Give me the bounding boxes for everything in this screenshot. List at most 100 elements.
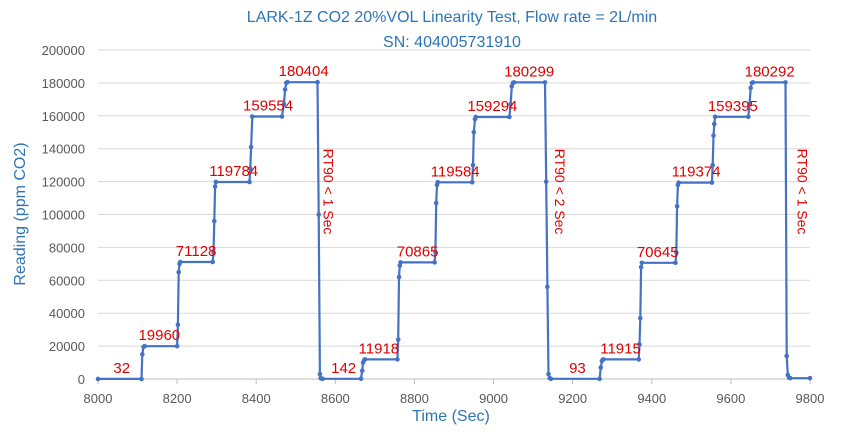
data-point (212, 184, 218, 189)
data-point (285, 79, 290, 85)
rt90-annotation: RT90 < 2 Sec (552, 149, 568, 235)
data-label: 32 (113, 360, 130, 377)
y-tick-label: 80000 (49, 240, 85, 255)
data-point (249, 114, 255, 119)
data-point (247, 179, 252, 185)
data-label: 71128 (176, 243, 217, 260)
data-point (598, 365, 604, 370)
y-axis-ticks: 0 20000 40000 60000 80000 100000 120000 140000 1… (42, 43, 85, 387)
data-point (542, 80, 548, 85)
data-point (282, 87, 288, 92)
data-point (396, 274, 402, 280)
x-tick-label: 8400 (242, 391, 271, 406)
x-tick-label: 9200 (558, 391, 587, 406)
data-label: 159294 (467, 98, 517, 115)
data-label: 11915 (600, 340, 641, 357)
data-point (395, 357, 400, 362)
y-tick-label: 20000 (49, 339, 85, 354)
data-point (469, 179, 475, 185)
chart-subtitle: SN: 404005731910 (383, 34, 521, 51)
x-tick-label: 8000 (84, 391, 113, 406)
data-point (750, 80, 756, 85)
annotations: RT90 < 1 Sec RT90 < 2 Sec RT90 < 1 Sec (320, 149, 810, 235)
data-point (784, 353, 789, 359)
x-tick-label: 8200 (163, 391, 192, 406)
y-tick-label: 40000 (49, 306, 85, 321)
data-point (745, 114, 751, 120)
x-tick-label: 8800 (400, 391, 429, 406)
data-label: 159395 (708, 98, 758, 115)
data-point (174, 343, 180, 349)
y-tick-label: 0 (78, 372, 85, 387)
x-axis-ticks: 8000 8200 8400 8600 8800 9000 9200 9400 9600 9800 (84, 379, 824, 406)
y-tick-label: 160000 (42, 109, 85, 124)
data-point (435, 179, 441, 185)
y-tick-label: 100000 (42, 208, 85, 223)
data-label: 180292 (745, 63, 795, 80)
data-point (248, 144, 254, 150)
x-tick-label: 9600 (716, 391, 745, 406)
data-point (433, 250, 438, 255)
data-point (210, 259, 216, 265)
data-point (175, 322, 181, 328)
y-tick-label: 60000 (49, 273, 85, 288)
x-tick-label: 9400 (637, 391, 666, 406)
data-point (279, 114, 285, 119)
data-point (139, 376, 144, 382)
rt90-annotation: RT90 < 1 Sec (794, 149, 810, 235)
y-axis-title: Reading (ppm CO2) (12, 142, 29, 285)
data-point (211, 250, 216, 255)
data-point (247, 166, 253, 171)
data-point (213, 179, 219, 185)
data-point (601, 357, 606, 362)
gridlines (98, 49, 810, 347)
data-point (638, 315, 643, 321)
data-label: 180404 (279, 63, 329, 80)
data-point (748, 85, 753, 91)
data-point (398, 260, 403, 265)
data-label: 119374 (672, 164, 721, 181)
data-point (140, 352, 145, 357)
y-tick-label: 200000 (42, 43, 85, 58)
data-label: 70645 (637, 244, 679, 261)
data-point (358, 376, 364, 382)
data-point (470, 162, 476, 168)
data-point (636, 357, 642, 362)
data-point (433, 200, 439, 206)
data-label: 119584 (431, 163, 480, 180)
data-point (673, 260, 678, 266)
data-point (597, 376, 602, 382)
data-point (676, 180, 681, 185)
data-point (747, 101, 752, 107)
data-point (712, 114, 718, 120)
data-label: 93 (569, 360, 586, 377)
y-tick-label: 140000 (42, 142, 85, 157)
data-label: 11918 (359, 340, 400, 357)
y-tick-label: 120000 (42, 175, 85, 190)
data-point (142, 343, 147, 349)
data-point (359, 368, 365, 374)
data-label: 180299 (504, 63, 554, 80)
data-point (211, 218, 217, 224)
data-point (548, 376, 554, 382)
data-point (787, 375, 793, 381)
data-point (508, 101, 513, 107)
chart-title: LARK-1Z CO2 20%VOL Linearity Test, Flow … (247, 9, 657, 26)
data-label: 159554 (243, 98, 293, 115)
data-label: 142 (331, 360, 356, 377)
data-point (783, 80, 788, 85)
y-tick-label: 180000 (42, 76, 85, 91)
data-point (177, 259, 183, 265)
x-axis-title: Time (Sec) (412, 408, 490, 425)
data-point (807, 375, 813, 381)
data-point (709, 180, 715, 185)
data-point (432, 260, 437, 265)
x-tick-label: 9000 (479, 391, 508, 406)
data-point (711, 121, 717, 127)
series-group (95, 79, 813, 382)
data-point (471, 129, 477, 135)
data-point (638, 264, 644, 270)
data-point (281, 101, 287, 107)
data-point (395, 337, 401, 342)
